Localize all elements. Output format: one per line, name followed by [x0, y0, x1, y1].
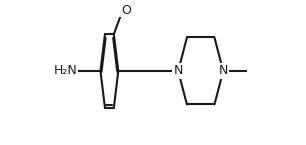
Text: O: O — [121, 3, 131, 17]
Text: N: N — [174, 65, 183, 77]
Text: N: N — [218, 65, 228, 77]
Text: H₂N: H₂N — [54, 65, 77, 77]
